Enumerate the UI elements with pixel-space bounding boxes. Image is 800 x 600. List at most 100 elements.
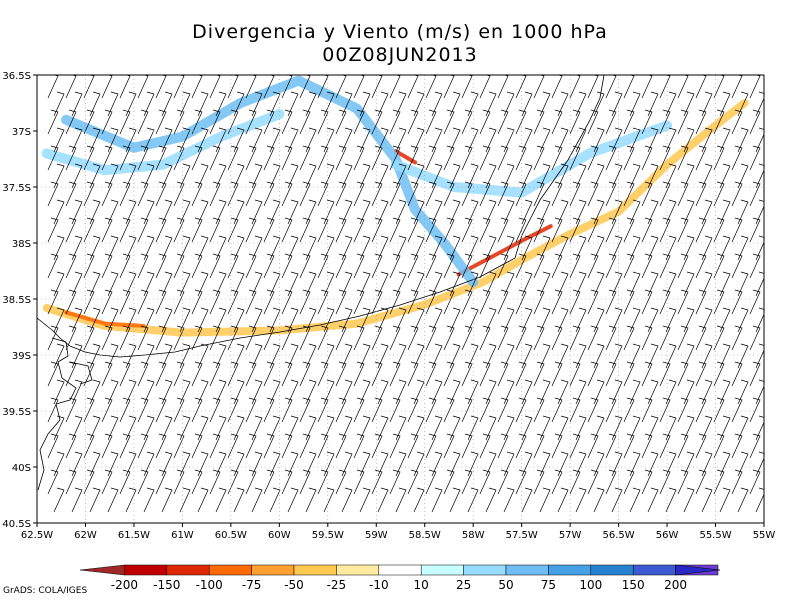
wind-barb-598 bbox=[731, 325, 743, 351]
wind-barb-81 bbox=[65, 109, 77, 135]
wind-barb-785 bbox=[503, 415, 515, 441]
y-tick-label-7: 40S bbox=[12, 463, 31, 474]
wind-barb-168 bbox=[191, 145, 203, 171]
wind-barb-508 bbox=[551, 289, 563, 315]
wind-barb-703 bbox=[467, 379, 479, 405]
wind-barb-278 bbox=[731, 181, 743, 207]
wind-barb-338 bbox=[371, 217, 383, 243]
wind-barb-299 bbox=[395, 199, 407, 225]
wind-barb-453 bbox=[287, 271, 299, 297]
wind-barb-293 bbox=[287, 199, 299, 225]
wind-barb-923 bbox=[107, 487, 119, 513]
wind-barb-201 bbox=[71, 163, 83, 189]
wind-barb-324 bbox=[119, 217, 131, 243]
wind-barb-490 bbox=[227, 289, 239, 315]
wind-barb-643 bbox=[101, 361, 113, 387]
wind-barb-210 bbox=[233, 163, 245, 189]
wind-barb-28 bbox=[551, 75, 563, 99]
wind-barb-718 bbox=[737, 379, 749, 405]
wind-barb-291 bbox=[251, 199, 263, 225]
wind-barb-308 bbox=[557, 199, 569, 225]
coastline-inlet bbox=[69, 361, 93, 385]
wind-barb-1 bbox=[65, 75, 77, 99]
wind-barb-22 bbox=[443, 75, 455, 99]
wind-barb-102 bbox=[443, 109, 455, 135]
wind-barb-194 bbox=[659, 145, 671, 171]
wind-barb-346 bbox=[515, 217, 527, 243]
wind-barb-247 bbox=[173, 181, 185, 207]
wind-barb-561 bbox=[65, 325, 77, 351]
wind-barb-207 bbox=[179, 163, 191, 189]
wind-barb-807 bbox=[173, 433, 185, 459]
wind-barb-793 bbox=[647, 415, 659, 441]
wind-barb-612 bbox=[269, 343, 281, 369]
wind-barb-13 bbox=[281, 75, 293, 99]
wind-barb-155 bbox=[683, 127, 695, 153]
wind-barb-167 bbox=[173, 145, 185, 171]
wind-barb-587 bbox=[533, 325, 545, 351]
wind-barb-42 bbox=[89, 91, 101, 117]
wind-barb-777 bbox=[359, 415, 371, 441]
wind-barb-931 bbox=[251, 487, 263, 513]
wind-barb-500 bbox=[407, 289, 419, 315]
wind-barb-419 bbox=[389, 253, 401, 279]
wind-barb-614 bbox=[305, 343, 317, 369]
wind-barb-441 bbox=[71, 271, 83, 297]
wind-barb-389 bbox=[575, 235, 587, 261]
colorbar-label-11: 100 bbox=[579, 578, 602, 592]
wind-barb-339 bbox=[389, 217, 401, 243]
wind-barb-442 bbox=[89, 271, 101, 297]
wind-barb-623 bbox=[467, 343, 479, 369]
wind-barb-464 bbox=[485, 271, 497, 297]
wind-barb-554 bbox=[665, 307, 677, 333]
wind-barb-151 bbox=[611, 127, 623, 153]
wind-barb-97 bbox=[353, 109, 365, 135]
wind-barb-443 bbox=[107, 271, 119, 297]
wind-barb-746 bbox=[515, 397, 527, 423]
wind-barb-760 bbox=[53, 415, 65, 441]
wind-barb-457 bbox=[359, 271, 371, 297]
wind-barb-206 bbox=[161, 163, 173, 189]
wind-barb-870 bbox=[593, 451, 605, 477]
wind-barb-705 bbox=[503, 379, 515, 405]
wind-barb-345 bbox=[497, 217, 509, 243]
wind-barb-253 bbox=[281, 181, 293, 207]
wind-barb-296 bbox=[341, 199, 353, 225]
wind-barb-686 bbox=[161, 379, 173, 405]
wind-barb-242 bbox=[83, 181, 95, 207]
wind-barb-607 bbox=[179, 343, 191, 369]
wind-barb-252 bbox=[263, 181, 275, 207]
wind-barb-854 bbox=[305, 451, 317, 477]
wind-barb-220 bbox=[413, 163, 425, 189]
wind-barb-826 bbox=[515, 433, 527, 459]
colorbar-label-6: -10 bbox=[369, 578, 389, 592]
wind-barb-663 bbox=[461, 361, 473, 387]
wind-barb-148 bbox=[557, 127, 569, 153]
wind-barb-927 bbox=[179, 487, 191, 513]
wind-barb-695 bbox=[323, 379, 335, 405]
wind-barb-75 bbox=[683, 91, 695, 117]
wind-barb-581 bbox=[425, 325, 437, 351]
wind-barb-354 bbox=[659, 217, 671, 243]
wind-barb-269 bbox=[569, 181, 581, 207]
wind-barb-51 bbox=[251, 91, 263, 117]
wind-barb-200 bbox=[53, 163, 65, 189]
wind-barb-77 bbox=[719, 91, 731, 117]
wind-barb-493 bbox=[281, 289, 293, 315]
wind-barb-69 bbox=[575, 91, 587, 117]
x-tick-label-11: 57W bbox=[559, 530, 582, 541]
wind-barb-640 bbox=[47, 361, 59, 387]
wind-barb-459 bbox=[395, 271, 407, 297]
wind-barb-812 bbox=[263, 433, 275, 459]
wind-barb-99 bbox=[389, 109, 401, 135]
wind-barb-788 bbox=[557, 415, 569, 441]
wind-barb-668 bbox=[551, 361, 563, 387]
wind-barb-758 bbox=[731, 397, 743, 423]
colorbar-swatch-7 bbox=[336, 564, 380, 576]
wind-barb-161 bbox=[65, 145, 77, 171]
wind-barb-425 bbox=[497, 253, 509, 279]
wind-barb-31 bbox=[605, 75, 617, 99]
wind-barb-6 bbox=[155, 75, 167, 99]
wind-barb-466 bbox=[521, 271, 533, 297]
wind-barb-295 bbox=[323, 199, 335, 225]
